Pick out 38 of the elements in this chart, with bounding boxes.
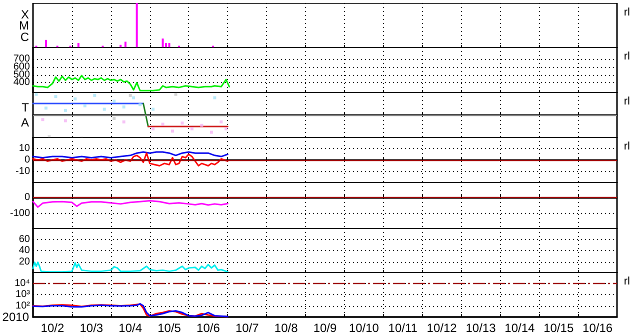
x-tick-label: 10/16 — [582, 321, 613, 334]
y-tick-label: 10 — [18, 143, 30, 154]
y-tick-label: 10⁴ — [14, 278, 30, 289]
text: rl — [624, 6, 630, 18]
y-tick-label: -100 — [10, 208, 30, 219]
x-tick-label: 10/9 — [313, 321, 337, 334]
y-tick-label: 20 — [18, 256, 30, 268]
x-tick-label: 10/3 — [80, 321, 104, 334]
x-tick-label: 10/8 — [274, 321, 298, 334]
y-tick-label: 0 — [24, 192, 30, 204]
x-tick-label: 10/11 — [388, 321, 418, 334]
x-tick-label: 10/12 — [426, 321, 458, 334]
text: A — [20, 116, 29, 130]
y-tick-label: 10² — [16, 300, 31, 312]
text: T — [22, 100, 30, 114]
text: C — [20, 30, 30, 44]
text: M — [19, 18, 29, 32]
y-tick-label: -10 — [16, 166, 30, 177]
x-tick-label: 10/15 — [544, 321, 574, 334]
text: X — [20, 7, 29, 22]
x-tick-label: 10/10 — [348, 321, 380, 334]
text: rl — [624, 96, 630, 108]
x-axis-title: 2010 — [2, 310, 30, 324]
y-tick-label: 40 — [18, 245, 30, 256]
y-tick-label: 400 — [13, 77, 30, 88]
text: rl — [624, 50, 630, 62]
x-tick-label: 10/2 — [40, 321, 64, 334]
x-tick-label: 10/14 — [504, 321, 536, 334]
y-tick-label: 10³ — [16, 289, 31, 300]
x-tick-label: 10/5 — [158, 321, 182, 334]
text: rl — [624, 140, 630, 152]
y-tick-label: 60 — [18, 234, 30, 245]
x-tick-label: 10/6 — [196, 321, 220, 334]
text: rl — [624, 276, 630, 288]
x-tick-label: 10/13 — [466, 321, 496, 334]
y-tick-label: 0 — [24, 154, 30, 166]
x-tick-label: 10/4 — [118, 321, 142, 334]
x-tick-label: 10/7 — [235, 321, 260, 334]
